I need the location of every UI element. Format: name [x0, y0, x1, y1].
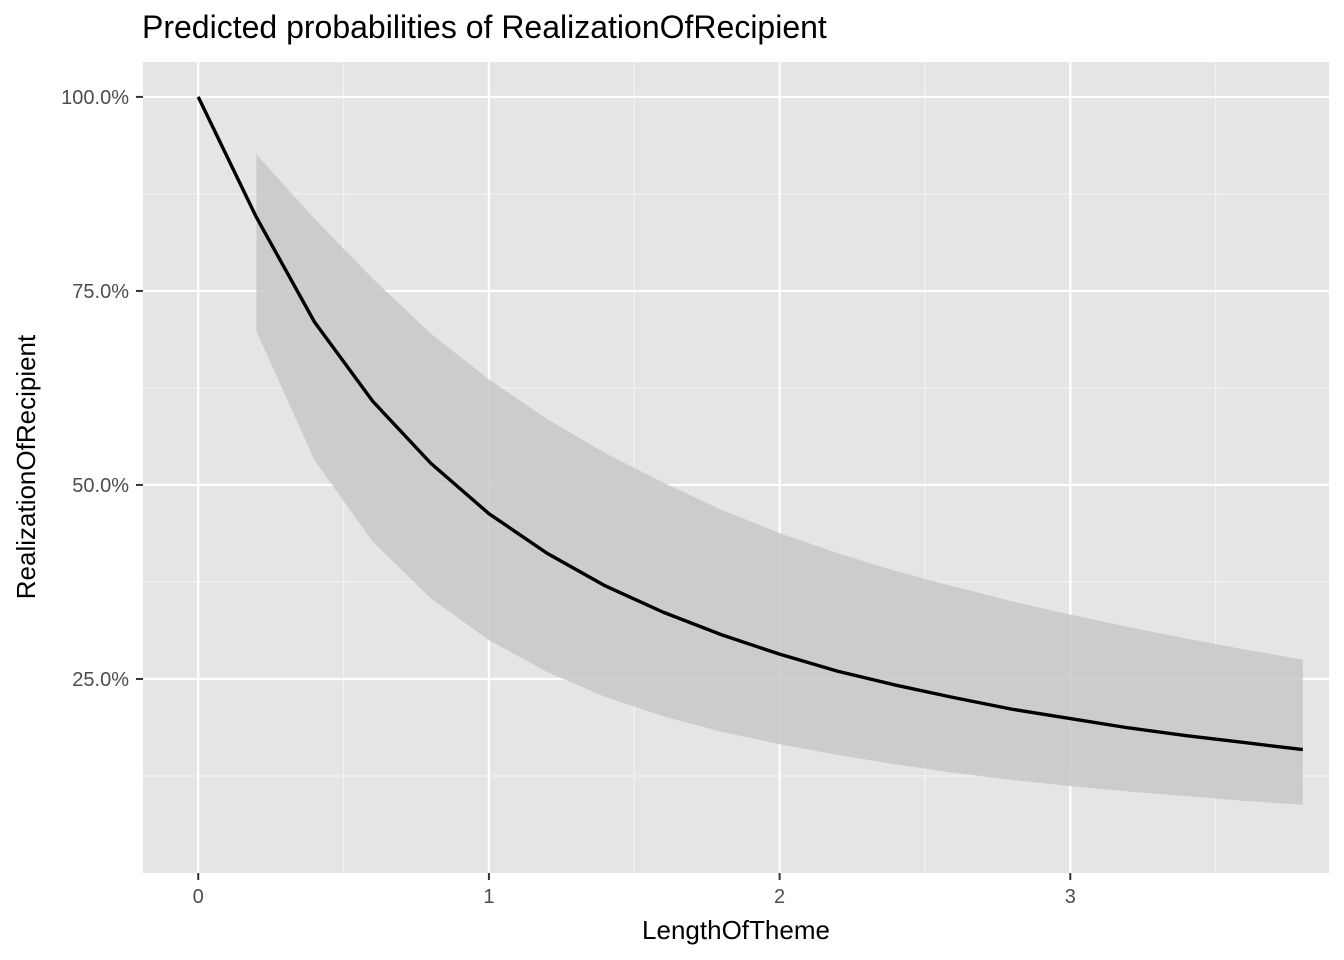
- y-axis: 25.0% 50.0% 75.0% 100.0%: [61, 87, 143, 691]
- x-axis-title: LengthOfTheme: [642, 915, 830, 945]
- x-tick-label: 1: [483, 886, 494, 908]
- y-tick-label: 100.0%: [61, 87, 129, 109]
- x-tick-label: 0: [193, 886, 204, 908]
- x-tick-label: 2: [774, 886, 785, 908]
- predicted-probability-line: [196, 96, 1304, 752]
- confidence-band-layer: [256, 154, 1303, 805]
- x-axis: 0 1 2 3: [193, 873, 1076, 908]
- x-tick-label: 3: [1065, 886, 1076, 908]
- prediction-line-layer: [196, 96, 1304, 752]
- confidence-band: [256, 154, 1303, 805]
- y-tick-label: 25.0%: [72, 669, 129, 691]
- chart-title: Predicted probabilities of RealizationOf…: [142, 9, 827, 45]
- y-tick-label: 50.0%: [72, 475, 129, 497]
- y-axis-title: RealizationOfRecipient: [11, 334, 41, 599]
- y-tick-label: 75.0%: [72, 281, 129, 303]
